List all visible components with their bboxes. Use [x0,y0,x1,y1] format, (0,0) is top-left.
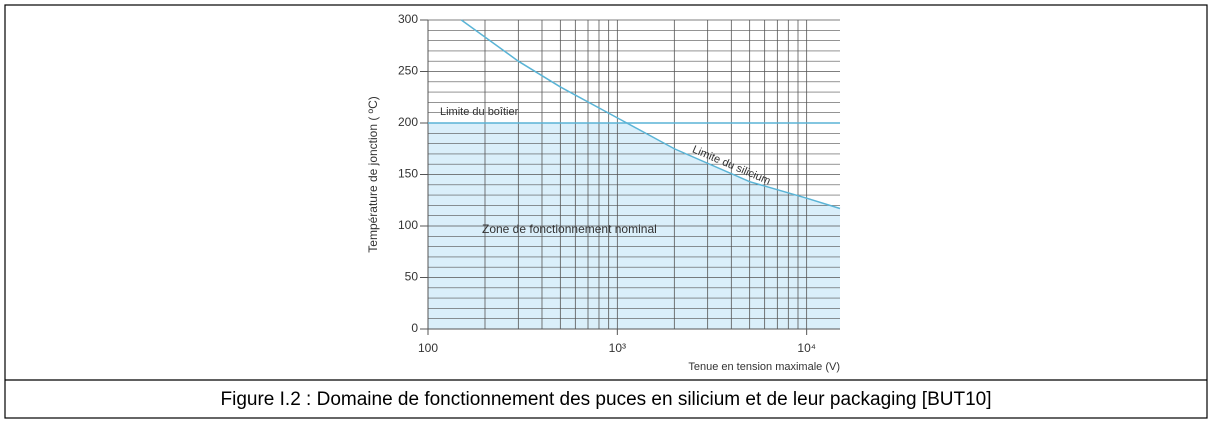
annotation: Zone de fonctionnement nominal [482,222,657,236]
x-tick-label: 100 [418,341,438,355]
chart: 0 50 100 150 200 250 300 100 10³ 10⁴ Température d… [366,12,841,373]
y-tick-label: 0 [411,321,418,335]
y-tick-label: 250 [398,64,418,78]
caption: Figure I.2 : Domaine de fonctionnement d… [221,389,992,410]
y-tick-label: 200 [398,115,418,129]
y-tick-label: 100 [398,218,418,232]
y-tick-label: 300 [398,12,418,26]
x-axis-label: Tenue en tension maximale (V) [688,361,840,373]
y-axis-label: Température de jonction ( ºC) [366,96,380,252]
series-label: Limite du boîtier [440,106,519,118]
series-line [460,19,841,210]
x-tick-label: 10³ [609,341,626,355]
figure-frame [4,4,1208,419]
x-tick-label: 10⁴ [797,341,816,355]
y-tick-label: 150 [398,167,418,181]
y-tick-label: 50 [405,270,419,284]
